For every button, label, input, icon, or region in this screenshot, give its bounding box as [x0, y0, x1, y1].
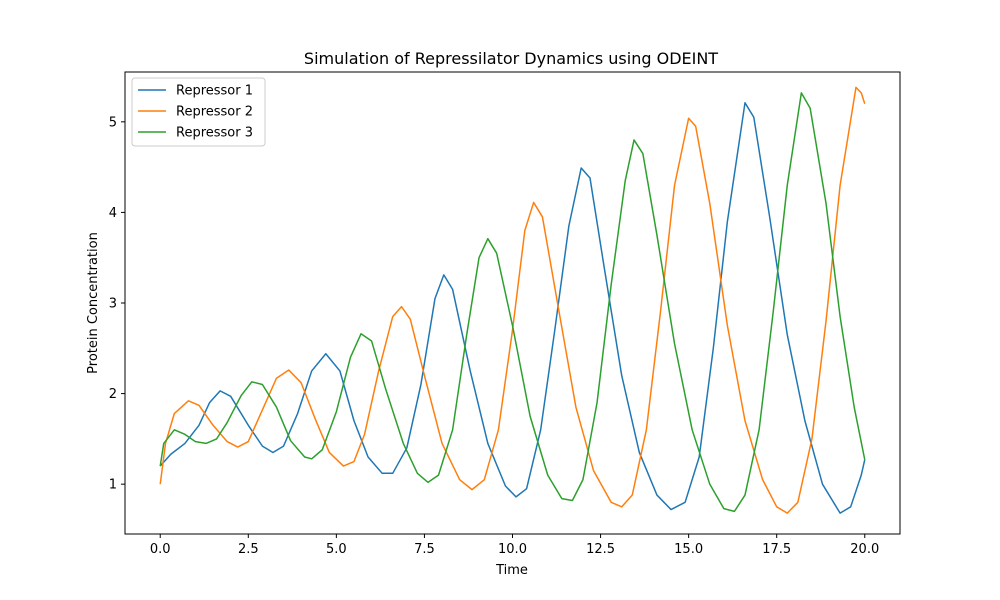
y-axis-label: Protein Concentration	[86, 232, 101, 374]
legend-label-2: Repressor 2	[176, 105, 253, 120]
series-line-3	[159, 92, 866, 513]
x-tick-label: 2.5	[238, 542, 259, 557]
x-tick-label: 10.0	[498, 542, 527, 557]
x-tick-label: 17.5	[762, 542, 791, 557]
chart-title: Simulation of Repressilator Dynamics usi…	[304, 49, 718, 68]
y-tick-label: 5	[109, 115, 117, 130]
x-tick-label: 20.0	[850, 542, 879, 557]
x-tick-label: 12.5	[586, 542, 615, 557]
x-tick-label: 7.5	[414, 542, 435, 557]
plot-area: 0.0 2.5 5.0 7.5 10.0 12.5 15.0 17.5 20.0 1 2 3 4 5	[109, 71, 901, 557]
legend-box	[131, 77, 266, 147]
legend: Repressor 1 Repressor 2 Repressor 3	[131, 77, 266, 147]
y-tick-label: 3	[109, 297, 117, 312]
y-tick-label: 2	[109, 387, 117, 402]
x-tick-label: 5.0	[326, 542, 347, 557]
x-tick-label: 15.0	[674, 542, 703, 557]
y-tick-label: 4	[109, 206, 117, 221]
legend-label-3: Repressor 3	[176, 126, 253, 141]
x-tick-label: 0.0	[150, 542, 171, 557]
x-axis-label: Time	[495, 563, 528, 578]
y-tick-label: 1	[109, 478, 117, 493]
series-line-2	[159, 86, 866, 514]
legend-label-1: Repressor 1	[176, 84, 253, 99]
series-line-1	[159, 102, 866, 514]
